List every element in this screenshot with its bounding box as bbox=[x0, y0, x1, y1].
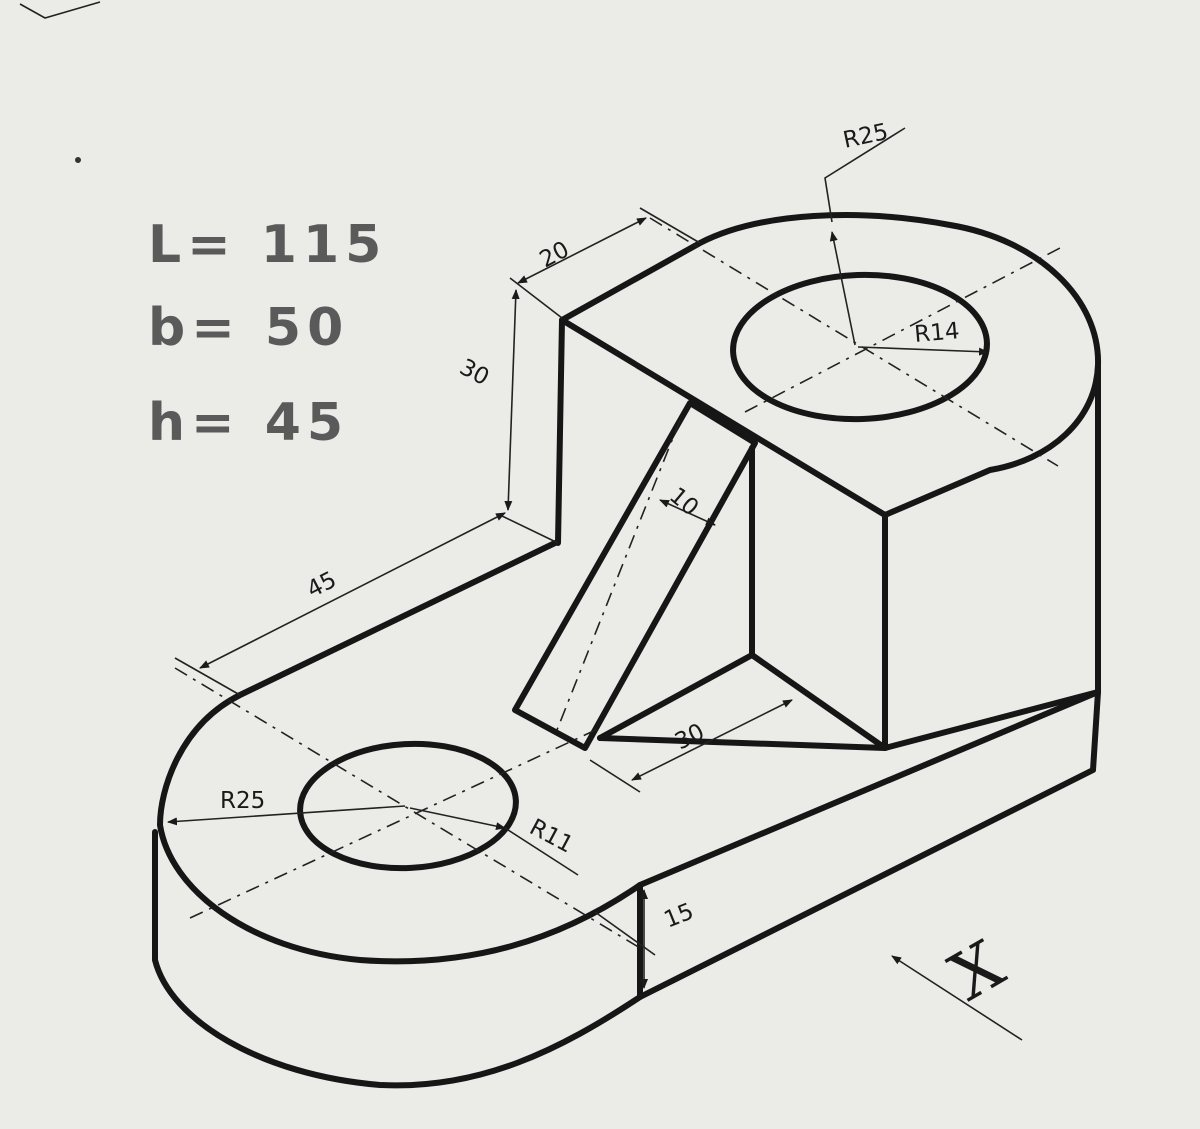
label-rib-base: 30 bbox=[671, 719, 709, 755]
rib-outline bbox=[512, 400, 758, 751]
label-base-radius: R25 bbox=[220, 788, 265, 814]
base-hole-radius-line bbox=[409, 807, 506, 831]
upright-left-edge bbox=[555, 317, 565, 546]
label-base-hole-radius: R11 bbox=[525, 814, 577, 858]
handwritten-notes: L= 115 b= 50 h= 45 bbox=[148, 215, 387, 453]
view-arrow bbox=[891, 955, 1023, 1041]
rib-centerline bbox=[554, 419, 681, 736]
label-base-span: 45 bbox=[303, 567, 341, 603]
top-radius-line bbox=[829, 231, 856, 346]
note-length: L= 115 bbox=[148, 215, 387, 275]
label-rib-thickness: 10 bbox=[664, 483, 703, 522]
rib-base-front bbox=[597, 735, 888, 751]
recess-floor-edge bbox=[749, 652, 888, 751]
label-base-thickness: 15 bbox=[661, 898, 698, 933]
dim-45-line bbox=[199, 512, 506, 669]
dim-30-rib-line bbox=[631, 699, 793, 781]
note-height: h= 45 bbox=[148, 393, 349, 453]
base-centerline-b bbox=[189, 727, 601, 919]
view-label: X bbox=[938, 926, 1017, 1016]
corner-scribble bbox=[19, 1, 101, 19]
view-direction-marker: X bbox=[891, 926, 1023, 1041]
dim-20-ext-a bbox=[509, 277, 563, 319]
top-centerline-b bbox=[744, 247, 1061, 413]
upright-base-joint bbox=[882, 689, 1101, 751]
base-centerline-a bbox=[174, 667, 641, 949]
base-bottom-outline bbox=[152, 689, 1101, 1089]
label-upright-height: 30 bbox=[455, 354, 493, 391]
dim-10-line bbox=[659, 499, 716, 526]
dim-45-ext bbox=[174, 657, 241, 696]
base-top-outline bbox=[157, 540, 1101, 965]
top-hole bbox=[730, 271, 990, 423]
top-hole-radius-line bbox=[857, 346, 989, 356]
label-top-hole-radius: R14 bbox=[913, 318, 960, 348]
pencil-dot bbox=[75, 157, 81, 163]
dim-20-ext-b bbox=[639, 207, 701, 244]
dimension-lines bbox=[167, 127, 989, 989]
rib-floor-edge bbox=[597, 652, 755, 741]
dim-20-line bbox=[517, 217, 647, 284]
note-width: b= 50 bbox=[148, 298, 349, 358]
upright-top-outline bbox=[559, 212, 1102, 518]
base-radius-line bbox=[167, 805, 406, 826]
dim-30-ext bbox=[499, 514, 559, 544]
dim-30-rib-ext bbox=[589, 759, 641, 793]
base-hole-radius-leader bbox=[504, 827, 579, 876]
top-radius-leader bbox=[824, 127, 906, 223]
base-hole bbox=[297, 740, 519, 872]
label-upright-depth: 20 bbox=[536, 237, 574, 274]
dim-30-vertical-line bbox=[504, 289, 520, 511]
label-top-radius: R25 bbox=[841, 119, 891, 154]
dim-15-ext bbox=[594, 911, 656, 956]
